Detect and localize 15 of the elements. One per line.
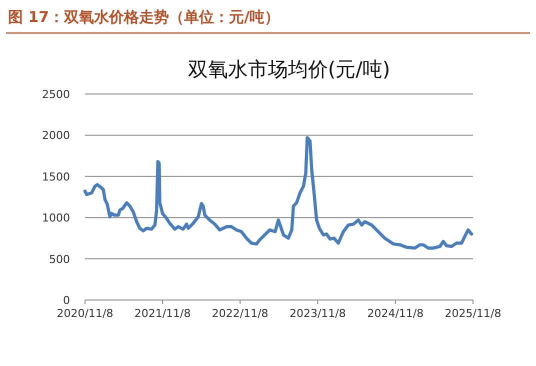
x-tick-label: 2022/11/8 bbox=[212, 307, 268, 320]
x-tick-label: 2023/11/8 bbox=[289, 307, 346, 320]
y-tick-label: 0 bbox=[63, 294, 70, 307]
y-tick-label: 1500 bbox=[42, 170, 70, 184]
chart-title: 图 17：双氧水价格走势（单位：元/吨） bbox=[8, 8, 280, 26]
y-tick-label: 2000 bbox=[42, 129, 70, 142]
x-tick-label: 2025/11/8 bbox=[444, 307, 502, 320]
y-tick-label: 500 bbox=[49, 252, 70, 266]
x-tick-label: 2021/11/8 bbox=[134, 307, 191, 320]
y-tick-label: 2500 bbox=[42, 88, 70, 101]
line-series bbox=[83, 136, 474, 250]
y-tick-label: 1000 bbox=[42, 212, 70, 225]
chart-subtitle: 双氧水市场均价(元/吨) bbox=[188, 57, 390, 81]
x-tick-label: 2024/11/8 bbox=[367, 307, 424, 320]
x-tick-label: 2020/11/8 bbox=[56, 307, 114, 320]
